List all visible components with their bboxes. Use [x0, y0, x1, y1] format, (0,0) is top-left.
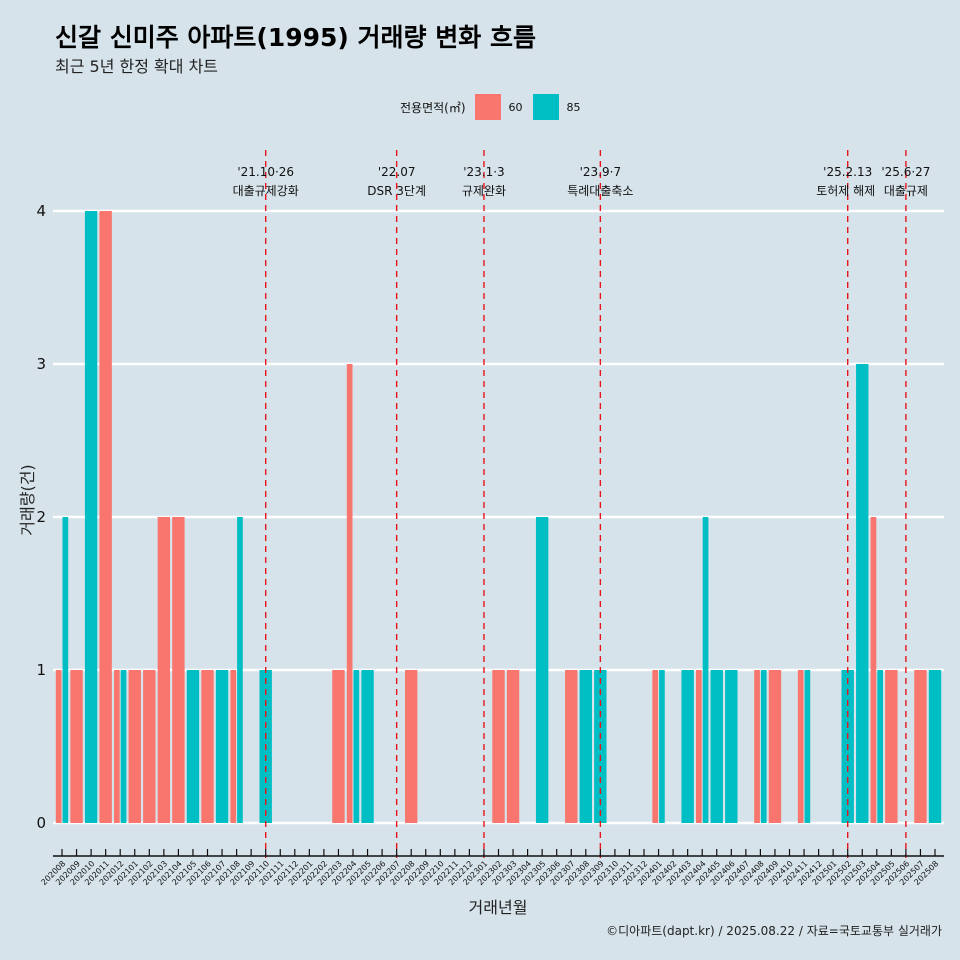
y-tick-label: 3: [36, 355, 46, 373]
footer-credit: ©디아파트(dapt.kr) / 2025.08.22 / 자료=국토교통부 실…: [606, 924, 942, 938]
chart-subtitle: 최근 5년 한정 확대 차트: [55, 57, 219, 76]
event-label: 규제완화: [462, 184, 506, 198]
bar-85-202404: [702, 517, 709, 823]
bar-60-202012: [114, 670, 120, 823]
x-axis-title: 거래년월: [469, 898, 528, 917]
bar-60-202504: [870, 517, 877, 823]
bar-85-202108: [237, 517, 243, 823]
bar-85-202403: [681, 670, 694, 823]
bar-60-202303: [506, 670, 520, 823]
y-axis-title: 거래량(건): [18, 464, 37, 535]
bars: [55, 211, 942, 823]
y-tick-label: 4: [36, 202, 46, 220]
y-tick-label: 1: [36, 661, 46, 679]
bar-85-202105: [186, 670, 200, 823]
bar-85-202308: [579, 670, 592, 823]
bar-60-202106: [201, 670, 214, 823]
bar-85-202503: [856, 364, 869, 823]
bar-60-202203: [332, 670, 345, 823]
event-label: DSR 3단계: [367, 184, 426, 198]
bar-60-202102: [143, 670, 156, 823]
bar-60-202009: [70, 670, 83, 823]
bar-60-202103: [157, 517, 171, 823]
legend-swatch-60: [474, 94, 501, 120]
bar-60-202204: [346, 364, 353, 823]
bar-85-202508: [928, 670, 942, 823]
bar-85-202107: [215, 670, 229, 823]
bar-60-202008: [55, 670, 62, 823]
bar-60-202411: [797, 670, 804, 823]
bar-85-202408: [760, 670, 767, 823]
bar-85-202204: [353, 670, 360, 823]
event-date: '23.1·3: [463, 165, 504, 179]
event-date: '25.6·27: [881, 165, 930, 179]
bar-60-202408: [754, 670, 760, 823]
bar-85-202405: [710, 670, 723, 823]
bar-60-202104: [172, 517, 185, 823]
legend-title: 전용면적(㎡): [400, 100, 466, 115]
legend-label-60: 60: [508, 100, 523, 114]
bar-60-202208: [405, 670, 418, 823]
bar-60-202011: [99, 211, 112, 823]
event-date: '23.9·7: [580, 165, 621, 179]
bar-60-202307: [565, 670, 578, 823]
event-date: '21.10·26: [237, 165, 294, 179]
y-tick-label: 2: [36, 508, 46, 526]
bar-85-202411: [804, 670, 811, 823]
bar-60-202101: [128, 670, 141, 823]
bar-85-202205: [361, 670, 374, 823]
bar-85-202305: [535, 517, 549, 823]
y-tick-label: 0: [36, 814, 46, 832]
bar-85-202008: [62, 517, 69, 823]
bar-60-202401: [652, 670, 659, 823]
bar-60-202507: [914, 670, 927, 823]
event-label: 대출규제: [884, 184, 928, 198]
event-label: 대출규제강화: [233, 184, 299, 198]
legend: 전용면적(㎡) 60 85: [400, 93, 591, 121]
event-date: '22.07: [378, 165, 416, 179]
bar-85-202504: [877, 670, 883, 823]
event-label: 토허제 해제: [816, 184, 875, 198]
bar-85-202012: [120, 670, 127, 823]
bar-85-202406: [725, 670, 738, 823]
bar-85-202010: [84, 211, 98, 823]
chart-title: 신갈 신미주 아파트(1995) 거래량 변화 흐름: [55, 23, 536, 52]
legend-swatch-85: [532, 94, 559, 120]
bar-60-202108: [230, 670, 237, 823]
event-lines: '21.10·26 대출규제강화 '22.07 DSR 3단계 '23.1·3 규제완화 '…: [233, 150, 930, 858]
event-label: 특례대출축소: [567, 184, 633, 198]
bar-60-202505: [885, 670, 898, 823]
event-date: '25.2.13: [823, 165, 872, 179]
bar-60-202302: [492, 670, 505, 823]
bar-60-202404: [696, 670, 702, 823]
bar-85-202401: [659, 670, 665, 823]
legend-label-85: 85: [566, 100, 581, 114]
bar-60-202409: [768, 670, 782, 823]
